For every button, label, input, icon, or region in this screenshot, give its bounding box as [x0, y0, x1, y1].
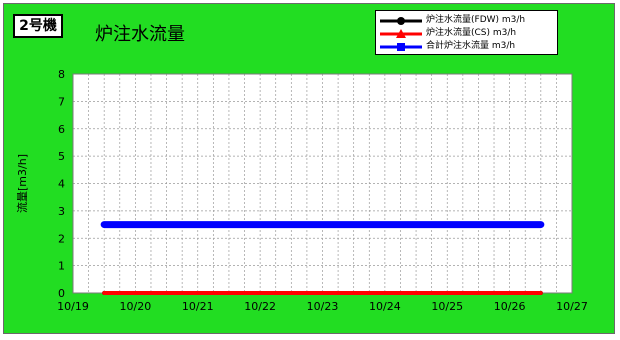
- y-tick-label: 7: [58, 95, 65, 108]
- y-tick-label: 3: [58, 205, 65, 218]
- x-tick-label: 10/21: [182, 300, 214, 313]
- legend-swatch-fdw: [380, 17, 422, 25]
- legend-label-cs: 炉注水流量(CS) m3/h: [426, 28, 517, 38]
- y-tick-label: 0: [58, 287, 65, 300]
- y-tick-label: 4: [58, 178, 65, 191]
- legend: 炉注水流量(FDW) m3/h 炉注水流量(CS) m3/h 合計炉注水流量 m…: [375, 10, 558, 55]
- unit-badge: 2号機: [13, 14, 63, 38]
- x-tick-label: 10/20: [120, 300, 152, 313]
- x-tick-label: 10/24: [369, 300, 401, 313]
- legend-swatch-total: [380, 43, 422, 51]
- y-tick-label: 2: [58, 232, 65, 245]
- x-tick-label: 10/26: [494, 300, 526, 313]
- x-tick-label: 10/23: [307, 300, 339, 313]
- x-tick-label: 10/22: [244, 300, 276, 313]
- chart-title: 炉注水流量: [95, 24, 185, 45]
- y-tick-label: 6: [58, 123, 65, 136]
- legend-entry-fdw: 炉注水流量(FDW) m3/h: [376, 15, 557, 27]
- legend-label-fdw: 炉注水流量(FDW) m3/h: [426, 15, 526, 25]
- x-tick-label: 10/25: [431, 300, 463, 313]
- x-tick-label: 10/27: [556, 300, 588, 313]
- y-tick-label: 1: [58, 260, 65, 273]
- y-tick-label: 5: [58, 150, 65, 163]
- y-axis-title: 流量[m3/h]: [15, 154, 29, 213]
- y-tick-label: 8: [58, 68, 65, 81]
- legend-swatch-cs: [380, 29, 422, 38]
- legend-entry-cs: 炉注水流量(CS) m3/h: [376, 28, 557, 40]
- legend-label-total: 合計炉注水流量 m3/h: [426, 41, 516, 51]
- x-tick-label: 10/19: [57, 300, 89, 313]
- legend-entry-total: 合計炉注水流量 m3/h: [376, 41, 557, 53]
